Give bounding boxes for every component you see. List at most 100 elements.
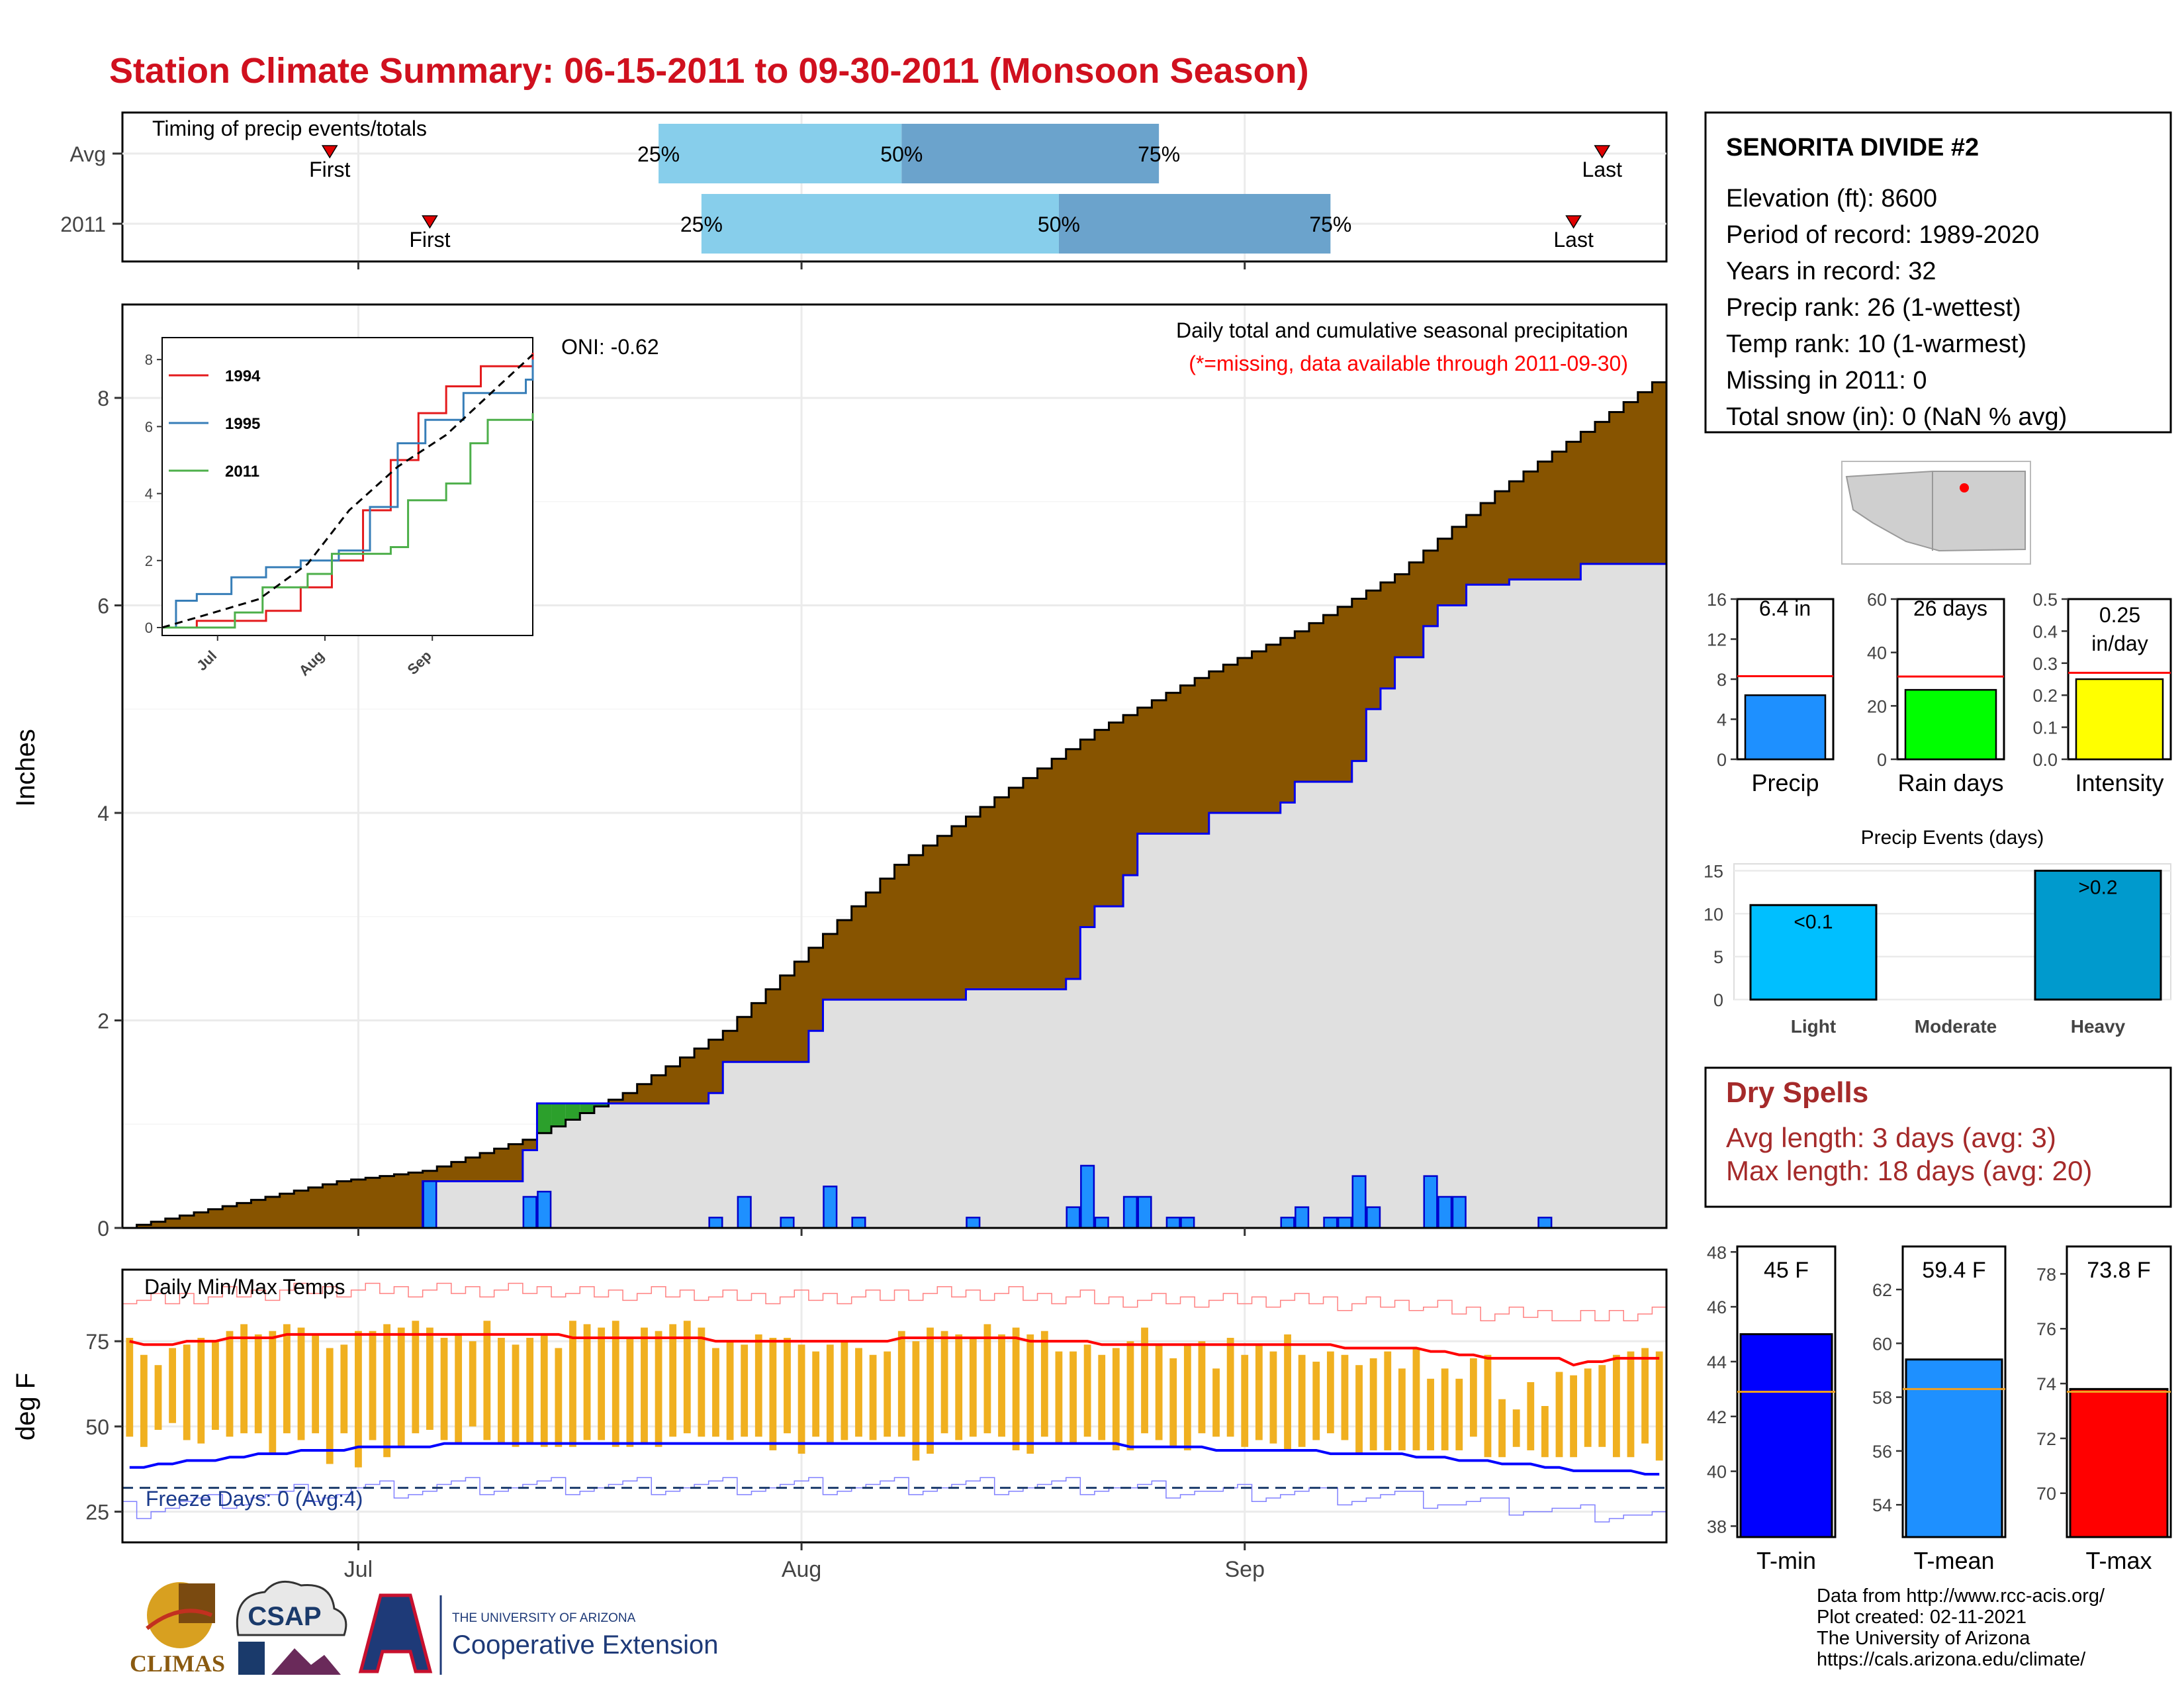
footer-line: Data from http://www.rcc-acis.org/	[1817, 1585, 2105, 1607]
daily-temp-bar	[1512, 1409, 1520, 1447]
daily-temp-bar	[826, 1344, 834, 1444]
daily-temp-bar	[1055, 1351, 1063, 1444]
daily-temp-bar	[1155, 1344, 1163, 1440]
daily-temp-bar	[741, 1344, 749, 1437]
daily-temp-bar	[927, 1327, 934, 1454]
daily-precip-bar	[1337, 1217, 1353, 1229]
daily-precip-bar	[1280, 1217, 1295, 1229]
y-tick-label: 58	[1872, 1388, 1892, 1408]
daily-temp-bar	[440, 1338, 448, 1440]
daily-precip-bar	[1451, 1196, 1467, 1229]
daily-temp-bar	[569, 1321, 576, 1447]
y-tick-label: 0	[1877, 750, 1887, 770]
daily-temp-bar	[297, 1327, 305, 1440]
daily-temp-bar	[197, 1338, 205, 1444]
summary-bar	[1904, 688, 1997, 761]
temp-category-label: T-min	[1756, 1547, 1816, 1574]
precip-annotation: Daily total and cumulative seasonal prec…	[1176, 318, 1628, 342]
inset-series-line	[162, 413, 534, 629]
daily-temp-bar	[1627, 1351, 1635, 1458]
inset-frame	[161, 337, 533, 636]
dry-spells-title: Dry Spells	[1726, 1076, 1868, 1109]
daily-precip-bar	[823, 1186, 838, 1229]
daily-temp-bar	[1584, 1368, 1592, 1447]
event-category-label: Moderate	[1915, 1016, 1997, 1037]
location-map	[1841, 461, 2031, 565]
y-tick-label: 0.0	[2032, 750, 2058, 770]
inset-legend-label: 1995	[225, 415, 260, 433]
climas-logo-block	[179, 1583, 215, 1623]
x-tick-label: Sep	[1224, 1557, 1265, 1582]
daily-temp-bar	[1498, 1399, 1506, 1458]
daily-precip-bar	[1094, 1217, 1109, 1229]
event-bar-label: >0.2	[2078, 876, 2117, 898]
y-tick-label: 50	[85, 1415, 109, 1439]
daily-temp-bar	[669, 1324, 677, 1437]
footer: Data from http://www.rcc-acis.org/Plot c…	[130, 1580, 2105, 1677]
daily-temp-bar	[1612, 1354, 1620, 1458]
freeze-days-label: Freeze Days: 0 (Avg:4)	[146, 1487, 363, 1511]
daily-temp-bar	[698, 1327, 705, 1437]
y-tick-label: 6	[97, 594, 109, 618]
y-tick-label: 70	[2036, 1484, 2056, 1504]
daily-temp-bar	[512, 1344, 520, 1447]
y-tick-label: 75	[85, 1330, 109, 1354]
daily-temp-bar	[1040, 1331, 1048, 1437]
inset-series-line	[162, 353, 534, 629]
surplus-area	[537, 1103, 552, 1133]
daily-temp-bar	[726, 1341, 734, 1440]
csap-logo-text: CSAP	[248, 1602, 321, 1631]
daily-precip-bar	[1122, 1196, 1138, 1229]
y-tick-label: 54	[1872, 1495, 1892, 1515]
daily-temp-bar	[1555, 1372, 1563, 1458]
daily-temp-bar	[1355, 1365, 1363, 1454]
station-location-marker	[1960, 483, 1969, 492]
daily-temp-bar	[540, 1334, 548, 1447]
y-tick-label: 48	[1707, 1243, 1727, 1262]
daily-temp-bar	[812, 1351, 820, 1437]
daily-temp-bar	[212, 1341, 219, 1430]
daily-temp-bar	[1083, 1344, 1091, 1437]
y-tick-label: 44	[1707, 1352, 1727, 1372]
climas-logo-text: CLIMAS	[130, 1650, 225, 1677]
y-axis-label: Inches	[11, 729, 40, 807]
daily-temp-bar	[140, 1354, 148, 1447]
daily-temp-bar	[1441, 1368, 1449, 1450]
daily-temp-bar	[254, 1334, 262, 1434]
y-tick-label: 12	[1707, 630, 1727, 650]
daily-temp-bar	[1141, 1327, 1148, 1434]
daily-temp-bar	[1026, 1334, 1034, 1454]
daily-temp-bar	[169, 1348, 177, 1423]
surplus-area	[551, 1103, 566, 1127]
daily-temp-bar	[469, 1341, 477, 1427]
daily-temp-bar	[1269, 1351, 1277, 1444]
y-tick-label: 4	[1717, 710, 1727, 730]
q25-label: 25%	[637, 142, 680, 166]
summary-category-label: Rain days	[1897, 769, 2003, 796]
temp-summary-bar	[1905, 1358, 2003, 1538]
daily-temp-bar	[226, 1331, 234, 1437]
daily-temp-bar	[1398, 1368, 1406, 1450]
daily-precip-bar	[1366, 1206, 1381, 1229]
quartile-box-50-75	[901, 124, 1160, 183]
y-tick-label: 74	[2036, 1374, 2056, 1394]
daily-temp-bar	[369, 1331, 377, 1440]
daily-temp-bar	[340, 1344, 348, 1434]
daily-temp-bar	[897, 1331, 905, 1437]
dry-spells-box: Dry Spells Avg length: 3 days (avg: 3)Max…	[1704, 1066, 2172, 1208]
daily-precip-bar	[1437, 1196, 1453, 1229]
station-info-line: Missing in 2011: 0	[1726, 367, 1927, 395]
daily-temp-bar	[312, 1334, 320, 1434]
temp-value-label: 73.8 F	[2087, 1258, 2150, 1283]
summary-bar	[1744, 694, 1827, 761]
summary-category-label: Precip	[1751, 769, 1819, 796]
daily-temp-bar	[655, 1331, 662, 1447]
daily-precip-bar	[708, 1217, 723, 1229]
last-event-marker	[1594, 145, 1611, 159]
x-tick-label: Jul	[344, 1557, 373, 1582]
station-info-line: Period of record: 1989-2020	[1726, 221, 2039, 249]
events-title: Precip Events (days)	[1861, 827, 2044, 849]
daily-temp-bar	[1484, 1354, 1492, 1458]
daily-precip-bar	[851, 1217, 866, 1229]
daily-temp-bar	[498, 1338, 505, 1444]
